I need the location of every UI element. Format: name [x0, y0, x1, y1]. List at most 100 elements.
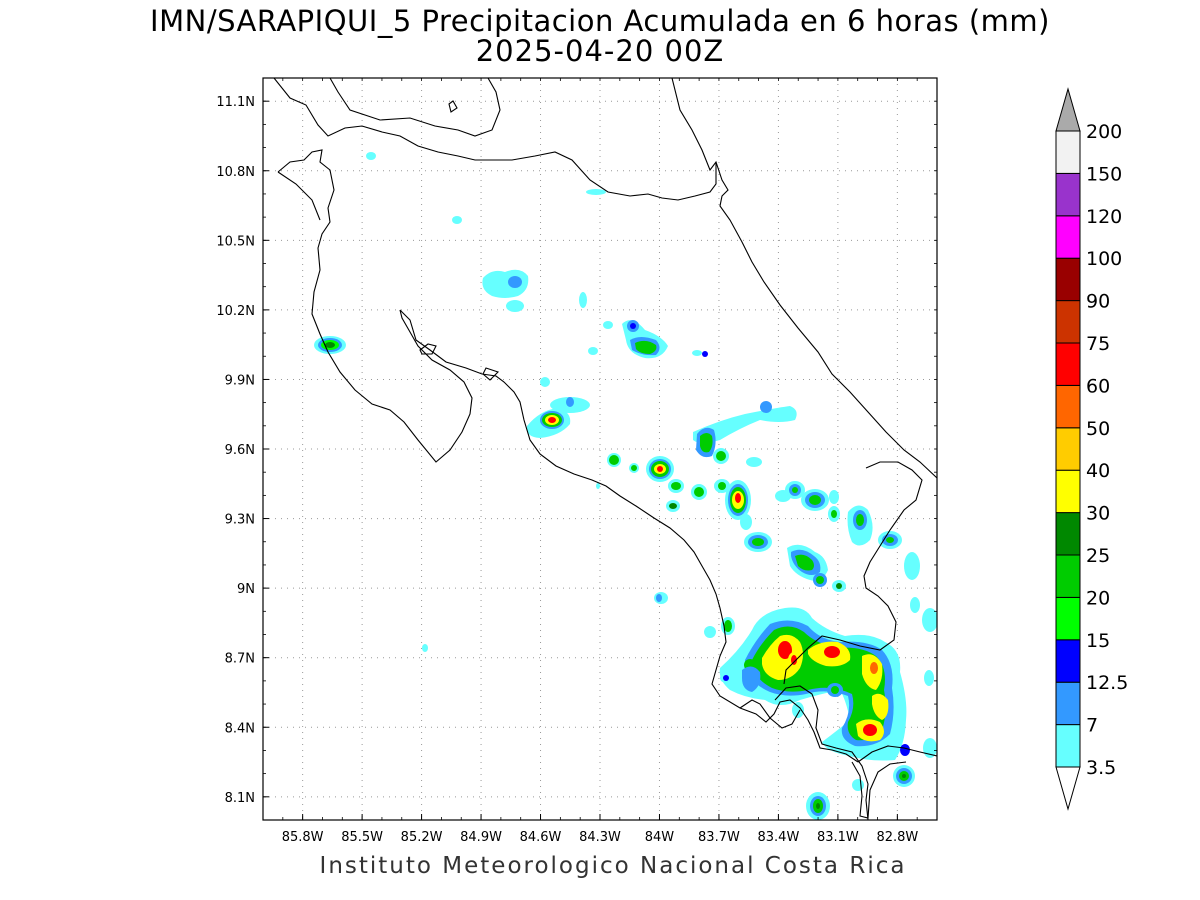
- colorbar-level-label: 60: [1086, 375, 1110, 397]
- lat-tick-label: 10.8N: [216, 165, 255, 180]
- colorbar-arrow-top: [1055, 87, 1081, 132]
- colorbar-level-label: 30: [1086, 503, 1110, 525]
- nicaragua-border: [273, 78, 717, 201]
- precip-cell: [646, 456, 707, 512]
- precip-patch: [422, 644, 428, 652]
- precip-patch: [506, 300, 524, 312]
- lon-tick-label: 85.5W: [341, 830, 383, 845]
- colorbar-level-label: 120: [1086, 206, 1122, 228]
- colorbar-swatch: [1055, 639, 1081, 683]
- lat-tick-label: 10.5N: [216, 234, 255, 249]
- lake-nicaragua-shore: [329, 78, 501, 137]
- lat-tick-label: 9N: [237, 582, 255, 597]
- colorbar-level-label: 150: [1086, 163, 1122, 185]
- precip-cell: [720, 666, 910, 756]
- precip-patch: [910, 597, 920, 613]
- lon-tick-label: 83.4W: [758, 830, 800, 845]
- caribbean-coast: [671, 78, 937, 479]
- burica-outline: [851, 761, 907, 819]
- precip-patch: [596, 483, 600, 489]
- precip-patch: [922, 608, 937, 632]
- lon-tick-label: 84.3W: [579, 830, 621, 845]
- colorbar-swatch: [1055, 681, 1081, 726]
- precip-cell: [847, 505, 920, 580]
- lon-tick-label: 84.9W: [460, 830, 502, 845]
- precip-cell: [725, 480, 752, 530]
- lon-tick-label: 85.2W: [401, 830, 443, 845]
- osa-peninsula: [739, 699, 801, 729]
- precip-cell: [806, 792, 830, 820]
- precip-patch: [540, 377, 550, 387]
- colorbar-level-label: 50: [1086, 418, 1110, 440]
- lon-tick-label: 84W: [645, 830, 675, 845]
- lat-tick-label: 8.4N: [225, 721, 255, 736]
- colorbar-swatch: [1055, 257, 1081, 302]
- lon-tick-label: 83.1W: [817, 830, 859, 845]
- precip-cell: [314, 336, 346, 354]
- lon-tick-label: 82.8W: [876, 830, 918, 845]
- precip-patch: [588, 347, 598, 355]
- panama-border: [783, 461, 923, 685]
- precip-cell: [696, 427, 762, 493]
- precip-patch: [693, 406, 797, 443]
- precip-cell: [526, 408, 571, 438]
- precip-patch: [452, 216, 462, 224]
- panama-southern-coast: [857, 745, 937, 763]
- colorbar-level-label: 25: [1086, 545, 1110, 567]
- pacific-coast-north: [277, 149, 473, 463]
- precip-patch: [692, 350, 702, 356]
- lat-tick-label: 10.2N: [216, 304, 255, 319]
- colorbar-level-label: 90: [1086, 291, 1110, 313]
- colorbar-swatch: [1055, 130, 1081, 174]
- lon-tick-label: 85.8W: [282, 830, 324, 845]
- colorbar-level-label: 15: [1086, 630, 1110, 652]
- precip-cell: [893, 765, 915, 787]
- islet: [448, 100, 458, 113]
- colorbar-swatch: [1055, 512, 1081, 556]
- colorbar-level-label: 75: [1086, 333, 1110, 355]
- colorbar-swatch: [1055, 724, 1081, 768]
- colorbar: 3.5 7 12.5 15 20 25 30 40 50 60 75 90 100 120 150 200: [1055, 87, 1128, 811]
- colorbar-level-label: 40: [1086, 460, 1110, 482]
- precip-patch: [924, 670, 934, 686]
- lon-tick-label: 84.6W: [520, 830, 562, 845]
- lat-tick-label: 8.1N: [225, 791, 255, 806]
- lat-tick-label: 9.3N: [225, 513, 255, 528]
- colorbar-arrow-bottom: [1055, 766, 1081, 811]
- precip-patch: [656, 594, 662, 602]
- footer-credit: Instituto Meteorologico Nacional Costa R…: [319, 853, 907, 879]
- coastline-borders: [273, 78, 937, 820]
- colorbar-swatch: [1055, 427, 1081, 471]
- lat-tick-label: 9.6N: [225, 443, 255, 458]
- colorbar-swatch: [1055, 300, 1081, 344]
- colorbar-swatch: [1055, 469, 1081, 514]
- colorbar-level-label: 7: [1086, 715, 1098, 737]
- colorbar-swatch: [1055, 215, 1081, 259]
- map-title: IMN/SARAPIQUI_5 Precipitacion Acumulada …: [150, 4, 1050, 38]
- gulf-inner-line: [482, 367, 500, 381]
- colorbar-level-label: 3.5: [1086, 757, 1116, 779]
- colorbar-level-label: 200: [1086, 121, 1122, 143]
- map-subtitle-date: 2025-04-20 00Z: [475, 34, 725, 68]
- colorbar-swatch: [1055, 342, 1081, 386]
- lat-tick-label: 8.7N: [225, 652, 255, 667]
- colorbar-swatch: [1055, 596, 1081, 641]
- precip-patch: [603, 321, 613, 329]
- colorbar-level-label: 12.5: [1086, 672, 1128, 694]
- lat-tick-label: 11.1N: [216, 95, 255, 110]
- nicoya-gulf-shore: [277, 171, 321, 221]
- precip-cell: [744, 481, 840, 552]
- chira-island: [419, 343, 437, 355]
- precip-patch: [566, 397, 574, 407]
- axis-labels: 85.8W 85.5W 85.2W 84.9W 84.6W 84.3W 84W 83.7W 83…: [216, 77, 938, 845]
- colorbar-swatch: [1055, 172, 1081, 217]
- colorbar-level-label: 20: [1086, 587, 1110, 609]
- colorbar-swatch: [1055, 554, 1081, 598]
- precip-patch: [366, 152, 376, 160]
- precip-patch: [704, 626, 716, 638]
- precip-patch: [852, 779, 864, 791]
- precip-patch: [579, 292, 587, 308]
- lon-tick-label: 83.7W: [698, 830, 740, 845]
- precip-cell: [787, 544, 846, 592]
